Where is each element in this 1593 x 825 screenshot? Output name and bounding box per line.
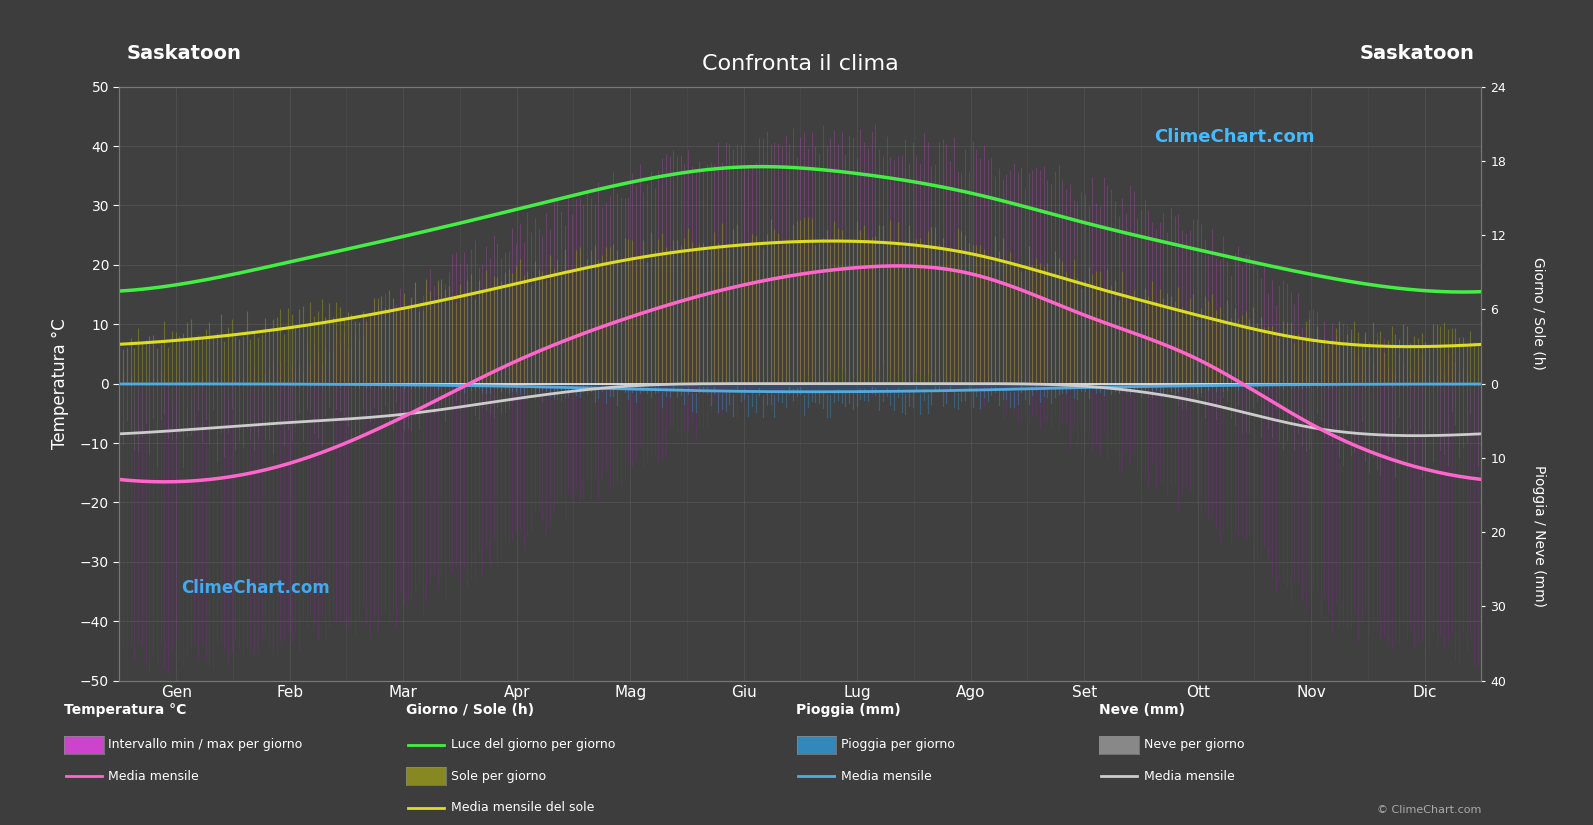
Text: Luce del giorno per giorno: Luce del giorno per giorno xyxy=(451,738,615,752)
Text: Saskatoon: Saskatoon xyxy=(1360,44,1475,63)
Text: Pioggia per giorno: Pioggia per giorno xyxy=(841,738,954,752)
Title: Confronta il clima: Confronta il clima xyxy=(703,54,898,74)
Text: Media mensile del sole: Media mensile del sole xyxy=(451,801,594,814)
Text: ClimeChart.com: ClimeChart.com xyxy=(1155,128,1316,146)
Text: Temperatura °C: Temperatura °C xyxy=(64,703,186,717)
Text: Media mensile: Media mensile xyxy=(108,770,199,783)
Text: Giorno / Sole (h): Giorno / Sole (h) xyxy=(406,703,534,717)
Text: © ClimeChart.com: © ClimeChart.com xyxy=(1376,804,1481,814)
Text: Pioggia / Neve (mm): Pioggia / Neve (mm) xyxy=(1532,465,1545,607)
Text: ClimeChart.com: ClimeChart.com xyxy=(180,579,330,597)
Text: Giorno / Sole (h): Giorno / Sole (h) xyxy=(1532,257,1545,370)
Text: Neve (mm): Neve (mm) xyxy=(1099,703,1185,717)
Text: Neve per giorno: Neve per giorno xyxy=(1144,738,1244,752)
Y-axis label: Temperatura °C: Temperatura °C xyxy=(51,318,68,449)
Y-axis label: Pioggia / Neve (mm): Pioggia / Neve (mm) xyxy=(1523,305,1537,462)
Text: Pioggia (mm): Pioggia (mm) xyxy=(796,703,902,717)
Text: Media mensile: Media mensile xyxy=(841,770,932,783)
Y-axis label: Giorno / Sole (h): Giorno / Sole (h) xyxy=(1523,321,1537,446)
Text: Sole per giorno: Sole per giorno xyxy=(451,770,546,783)
Text: Saskatoon: Saskatoon xyxy=(126,44,241,63)
Text: Intervallo min / max per giorno: Intervallo min / max per giorno xyxy=(108,738,303,752)
Text: Media mensile: Media mensile xyxy=(1144,770,1235,783)
